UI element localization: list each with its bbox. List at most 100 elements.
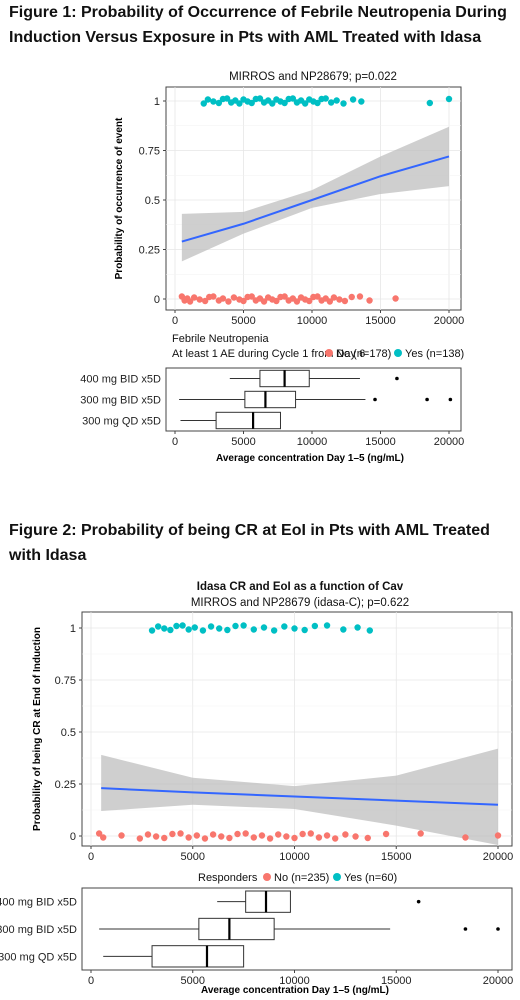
point-yes xyxy=(179,622,186,629)
point-yes xyxy=(340,100,347,107)
x-tick-label: 0 xyxy=(172,315,178,327)
point-yes xyxy=(314,99,321,107)
point-no xyxy=(185,834,192,841)
point-yes xyxy=(161,625,168,632)
point-no xyxy=(177,830,184,837)
figure-1-plot-title: MIRROS and NP28679; p=0.022 xyxy=(229,71,397,83)
point-no xyxy=(196,296,203,303)
point-yes xyxy=(216,625,223,632)
point-yes xyxy=(240,622,247,629)
point-no xyxy=(250,834,257,841)
point-yes xyxy=(232,622,239,630)
x-tick-label: 15000 xyxy=(381,851,412,863)
box-outlier xyxy=(448,397,453,402)
point-no xyxy=(356,293,364,300)
box-iqr xyxy=(215,411,281,430)
x-tick-label: 15000 xyxy=(381,975,412,987)
point-yes xyxy=(366,627,373,634)
point-no xyxy=(118,832,125,839)
point-no xyxy=(152,833,160,840)
y-tick-label: 1 xyxy=(70,623,76,635)
box-category-label: 400 mg BID x5D xyxy=(0,897,77,909)
point-no xyxy=(336,296,343,303)
point-no xyxy=(291,834,298,842)
x-tick-label: 20000 xyxy=(434,315,465,327)
legend-yes-swatch xyxy=(394,349,402,357)
point-no xyxy=(225,298,232,305)
box-outlier xyxy=(416,899,421,904)
x-tick-label: 5000 xyxy=(181,975,205,987)
point-no xyxy=(258,832,266,839)
point-no xyxy=(330,294,338,301)
figure-1-chart: MIRROS and NP28679; p=0.022 0 5000 10000 15… xyxy=(80,71,465,464)
point-no xyxy=(248,293,255,300)
box-category-label: 300 mg QD x5D xyxy=(82,416,161,428)
point-yes xyxy=(445,95,453,103)
point-yes xyxy=(269,100,276,107)
legend-no-swatch xyxy=(263,873,271,881)
box-category-label: 300 mg BID x5D xyxy=(0,924,77,936)
point-no xyxy=(332,835,339,842)
point-yes xyxy=(426,99,434,107)
box-iqr xyxy=(244,390,297,409)
point-no xyxy=(210,293,217,300)
point-yes xyxy=(250,626,257,633)
x-tick-label: 10000 xyxy=(297,436,328,448)
legend-title: Febrile Neutropenia xyxy=(172,333,269,345)
point-yes xyxy=(154,623,162,630)
figure-1-scatter-plot: 0 5000 10000 15000 20000 0 0.25 0.5 0.75 1 Probabi… xyxy=(114,86,465,327)
point-yes xyxy=(200,100,207,107)
point-yes xyxy=(204,96,212,103)
x-tick-label: 20000 xyxy=(434,436,465,448)
point-yes xyxy=(289,95,297,102)
legend-no-label: No (n=235) xyxy=(274,872,329,884)
y-tick-label: 0.5 xyxy=(61,727,76,739)
x-tick-label: 20000 xyxy=(483,975,514,987)
figure-1-boxplot: 400 mg BID x5D 300 mg BID x5D 300 mg QD x5… xyxy=(80,367,465,448)
y-tick-label: 1 xyxy=(154,96,160,108)
x-tick-label: 20000 xyxy=(483,851,514,863)
point-yes xyxy=(260,624,268,631)
figure-2-plot-title: Idasa CR and EoI as a function of Cav xyxy=(197,581,404,593)
point-no xyxy=(201,835,209,842)
figure-2-boxplot: 400 mg BID x5D 300 mg BID x5D 300 mg QD x5… xyxy=(0,887,514,987)
point-no xyxy=(462,834,469,841)
point-no xyxy=(201,297,209,305)
x-tick-label: 0 xyxy=(88,851,94,863)
x-tick-label: 10000 xyxy=(297,315,328,327)
point-no xyxy=(240,297,247,305)
box-iqr xyxy=(151,945,245,968)
point-yes xyxy=(333,97,340,104)
figure-2-boxplot-xlabel: Average concentration Day 1–5 (ng/mL) xyxy=(201,985,389,996)
point-yes xyxy=(191,624,198,631)
x-tick-label: 10000 xyxy=(279,851,310,863)
point-no xyxy=(95,830,103,837)
box-iqr xyxy=(245,890,291,913)
point-yes xyxy=(185,626,192,633)
point-no xyxy=(219,295,227,302)
x-tick-label: 0 xyxy=(88,975,94,987)
point-yes xyxy=(281,99,288,107)
fitted-line xyxy=(101,787,499,806)
confidence-band xyxy=(181,126,449,262)
figure-2-scatter-plot: 0 5000 10000 15000 20000 0 0.25 0.5 0.75 1 Probabi… xyxy=(32,611,514,863)
box-category-label: 400 mg BID x5D xyxy=(80,374,161,386)
point-no xyxy=(366,297,373,304)
point-yes xyxy=(327,99,335,106)
point-no xyxy=(144,831,152,838)
point-no xyxy=(307,830,314,837)
point-no xyxy=(352,833,359,840)
point-yes xyxy=(224,626,231,634)
point-no xyxy=(281,293,288,300)
x-tick-label: 15000 xyxy=(365,436,396,448)
x-tick-label: 0 xyxy=(172,436,178,448)
point-yes xyxy=(236,100,243,107)
point-no xyxy=(382,830,390,838)
point-no xyxy=(293,298,301,305)
point-yes xyxy=(281,623,288,630)
point-yes xyxy=(270,627,278,634)
point-yes xyxy=(256,95,264,102)
x-tick-label: 5000 xyxy=(231,436,255,448)
point-no xyxy=(260,298,268,305)
box-outlier xyxy=(496,927,500,931)
